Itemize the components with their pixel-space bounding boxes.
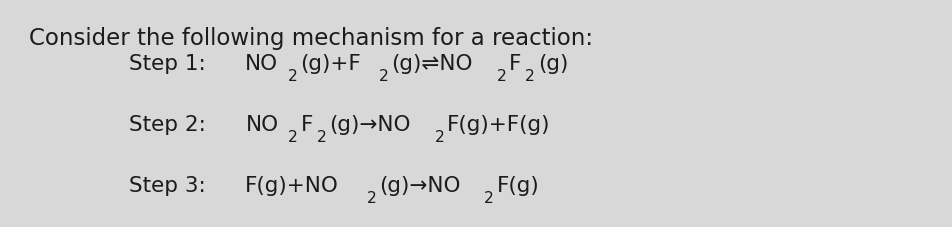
Text: (g)⇌NO: (g)⇌NO: [391, 54, 473, 74]
Text: (g)→NO: (g)→NO: [379, 176, 461, 196]
Text: 2: 2: [317, 130, 327, 145]
Text: F: F: [301, 115, 313, 135]
Text: F(g): F(g): [497, 176, 540, 196]
Text: F: F: [509, 54, 522, 74]
Text: 2: 2: [367, 191, 376, 206]
Text: F(g)+F(g): F(g)+F(g): [447, 115, 550, 135]
Text: 2: 2: [379, 69, 388, 84]
Text: Step 2:: Step 2:: [129, 115, 219, 135]
Text: Consider the following mechanism for a reaction:: Consider the following mechanism for a r…: [29, 27, 592, 50]
Text: (g)→NO: (g)→NO: [329, 115, 411, 135]
Text: 2: 2: [485, 191, 494, 206]
Text: 2: 2: [526, 69, 535, 84]
Text: F(g)+NO: F(g)+NO: [246, 176, 339, 196]
Text: (g): (g): [538, 54, 568, 74]
Text: 2: 2: [288, 130, 298, 145]
Text: 2: 2: [434, 130, 445, 145]
Text: NO: NO: [246, 54, 278, 74]
Text: NO: NO: [246, 115, 279, 135]
Text: 2: 2: [497, 69, 506, 84]
Text: (g)+F: (g)+F: [301, 54, 362, 74]
Text: Step 3:: Step 3:: [129, 176, 219, 196]
Text: 2: 2: [288, 69, 298, 84]
Text: Step 1:: Step 1:: [129, 54, 219, 74]
